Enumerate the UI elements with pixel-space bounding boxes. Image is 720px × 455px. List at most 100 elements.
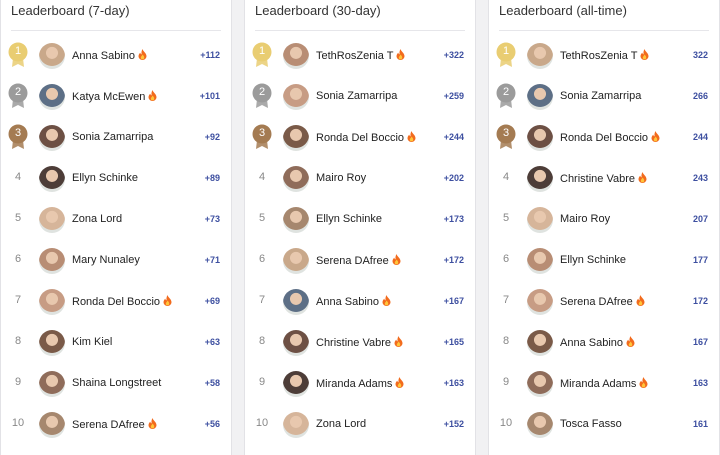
leaderboard-row: 8 Christine Vabre +165 bbox=[245, 323, 475, 363]
leaderboard-row: 5 Zona Lord +73 bbox=[1, 200, 231, 240]
leaderboard-row: 10 Zona Lord +152 bbox=[245, 405, 475, 445]
avatar bbox=[527, 43, 553, 69]
rank: 5 bbox=[502, 212, 510, 224]
avatar bbox=[527, 125, 553, 151]
streak-icon bbox=[394, 336, 403, 350]
rank: 5 bbox=[14, 212, 22, 224]
avatar bbox=[283, 371, 309, 397]
points: +163 bbox=[443, 378, 464, 388]
rank: 10 bbox=[255, 417, 269, 429]
user-name: Zona Lord bbox=[72, 213, 123, 225]
user-name: Serena DAfree bbox=[316, 254, 401, 268]
rank: 3 bbox=[258, 127, 266, 139]
avatar bbox=[39, 330, 65, 356]
streak-icon bbox=[651, 131, 660, 145]
user-name: Katya McEwen bbox=[72, 90, 157, 104]
avatar bbox=[283, 84, 309, 110]
streak-icon bbox=[148, 90, 157, 104]
leaderboard-row: 8 Kim Kiel +63 bbox=[1, 323, 231, 363]
streak-icon bbox=[626, 336, 635, 350]
points: +202 bbox=[443, 173, 464, 183]
points: +167 bbox=[443, 296, 464, 306]
rank: 8 bbox=[14, 335, 22, 347]
leaderboard-row: 5 Mairo Roy 207 bbox=[489, 200, 719, 240]
points: 163 bbox=[692, 378, 708, 388]
points: 161 bbox=[692, 419, 708, 429]
medal bbox=[8, 42, 28, 73]
user-name: Miranda Adams bbox=[560, 377, 648, 391]
streak-icon bbox=[640, 49, 649, 63]
leaderboard-row: 3 Ronda Del Boccio +244 bbox=[245, 118, 475, 158]
rank: 8 bbox=[258, 335, 266, 347]
rank: 7 bbox=[14, 294, 22, 306]
user-name: Serena DAfree bbox=[560, 295, 645, 309]
avatar bbox=[527, 84, 553, 110]
avatar bbox=[527, 166, 553, 192]
streak-icon bbox=[392, 254, 401, 268]
leaderboard-row: 7 Serena DAfree 172 bbox=[489, 282, 719, 322]
avatar bbox=[39, 371, 65, 397]
leaderboard-row: 4 Ellyn Schinke +89 bbox=[1, 159, 231, 199]
avatar bbox=[39, 43, 65, 69]
points: +165 bbox=[443, 337, 464, 347]
user-name: Zona Lord bbox=[316, 418, 367, 430]
leaderboard-row: 3 Ronda Del Boccio 244 bbox=[489, 118, 719, 158]
leaderboard-row: 6 Serena DAfree +172 bbox=[245, 241, 475, 281]
avatar bbox=[283, 330, 309, 356]
rank: 2 bbox=[14, 86, 22, 98]
points: +71 bbox=[204, 255, 220, 265]
points: +152 bbox=[443, 419, 464, 429]
points: 177 bbox=[692, 255, 708, 265]
user-name: Ellyn Schinke bbox=[72, 172, 139, 184]
rank: 1 bbox=[258, 45, 266, 57]
points: +244 bbox=[443, 132, 464, 142]
avatar bbox=[283, 289, 309, 315]
avatar bbox=[283, 207, 309, 233]
points: +63 bbox=[204, 337, 220, 347]
medal bbox=[252, 124, 272, 155]
user-name: Ronda Del Boccio bbox=[72, 295, 172, 309]
leaderboard-panel: Leaderboard (all-time) 1 TethRosZenia T 322… bbox=[488, 0, 720, 455]
leaderboard-row: 9 Miranda Adams +163 bbox=[245, 364, 475, 404]
user-name: TethRosZenia T bbox=[560, 49, 649, 63]
leaderboard-row: 2 Katya McEwen +101 bbox=[1, 77, 231, 117]
user-name: Christine Vabre bbox=[316, 336, 403, 350]
user-name: Anna Sabino bbox=[560, 336, 635, 350]
rank: 10 bbox=[11, 417, 25, 429]
rank: 3 bbox=[14, 127, 22, 139]
avatar bbox=[39, 248, 65, 274]
user-name: Tosca Fasso bbox=[560, 418, 622, 430]
points: +56 bbox=[204, 419, 220, 429]
leaderboard-row: 7 Anna Sabino +167 bbox=[245, 282, 475, 322]
points: +73 bbox=[204, 214, 220, 224]
points: +172 bbox=[443, 255, 464, 265]
streak-icon bbox=[163, 295, 172, 309]
user-name: Ronda Del Boccio bbox=[560, 131, 660, 145]
leaderboard-row: 3 Sonia Zamarripa +92 bbox=[1, 118, 231, 158]
avatar bbox=[39, 207, 65, 233]
streak-icon bbox=[638, 172, 647, 186]
avatar bbox=[283, 412, 309, 438]
rank: 8 bbox=[502, 335, 510, 347]
rank: 4 bbox=[258, 171, 266, 183]
user-name: Anna Sabino bbox=[316, 295, 391, 309]
leaderboard-row: 6 Ellyn Schinke 177 bbox=[489, 241, 719, 281]
divider bbox=[499, 30, 709, 31]
leaderboard-row: 2 Sonia Zamarripa 266 bbox=[489, 77, 719, 117]
leaderboard-row: 10 Tosca Fasso 161 bbox=[489, 405, 719, 445]
leaderboard-row: 9 Shaina Longstreet +58 bbox=[1, 364, 231, 404]
medal bbox=[252, 42, 272, 73]
user-name: Serena DAfree bbox=[72, 418, 157, 432]
user-name: Mairo Roy bbox=[316, 172, 367, 184]
avatar bbox=[527, 371, 553, 397]
avatar bbox=[527, 248, 553, 274]
user-name: Ellyn Schinke bbox=[560, 254, 627, 266]
leaderboard-panel: Leaderboard (7-day) 1 Anna Sabino +112 2 Katy… bbox=[0, 0, 232, 455]
medal bbox=[8, 124, 28, 155]
avatar bbox=[527, 412, 553, 438]
rank: 9 bbox=[258, 376, 266, 388]
points: 322 bbox=[692, 50, 708, 60]
user-name: Shaina Longstreet bbox=[72, 377, 162, 389]
streak-icon bbox=[407, 131, 416, 145]
